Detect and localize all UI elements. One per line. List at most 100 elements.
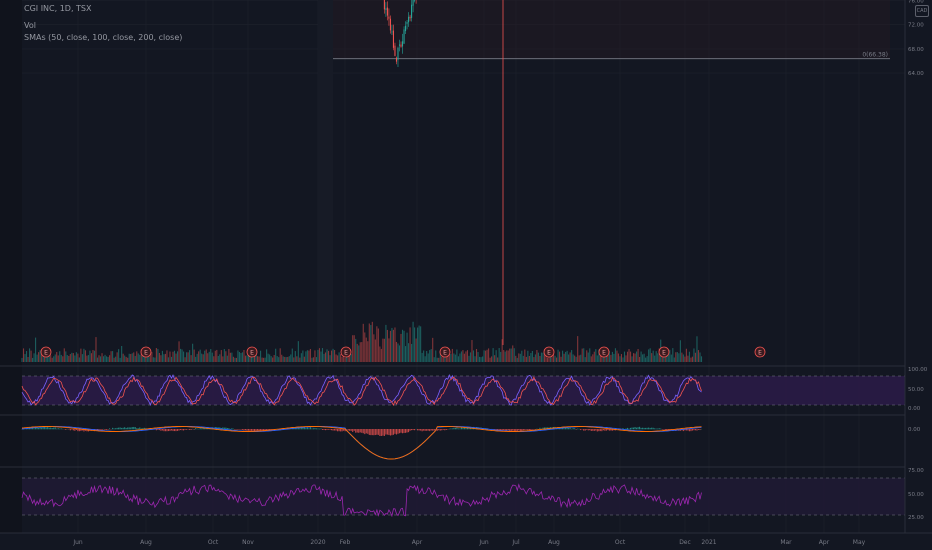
candle-body [411,4,413,18]
volume-bar [614,348,616,362]
volume-bar [231,352,233,362]
volume-bar [642,354,644,362]
volume-bar [385,324,387,362]
volume-bar [294,351,296,362]
macd-histogram-bar [457,428,459,430]
macd-histogram-bar [610,429,612,431]
macd-histogram-bar [500,429,502,431]
macd-histogram-bar [456,427,458,430]
volume-bar [329,355,331,362]
volume-bar [598,349,600,362]
macd-histogram-bar [45,427,47,430]
time-axis-bg [0,533,932,550]
macd-histogram-bar [371,429,373,436]
macd-histogram-bar [365,429,367,434]
volume-bar [595,349,597,362]
macd-histogram-bar [241,429,244,430]
macd-histogram-bar [112,427,114,430]
volume-bar [569,352,571,362]
currency-button[interactable]: CAD [915,5,929,17]
volume-bar [183,351,185,362]
volume-bar [524,349,526,362]
volume-bar [86,355,88,362]
macd-histogram-bar [645,427,647,430]
volume-bar [161,350,163,362]
macd-histogram-bar [587,429,589,431]
macd-histogram-bar [115,428,117,430]
volume-bar [327,350,330,362]
macd-histogram-bar [349,429,351,431]
volume-bar [306,350,308,362]
volume-bar [409,327,411,362]
volume-bar [113,357,115,362]
macd-histogram-bar [109,428,111,430]
macd-histogram-bar [255,429,257,432]
volume-bar [435,350,437,362]
volume-bar [639,356,641,362]
rsi-tick: 50.00 [908,492,924,498]
volume-bar [448,349,450,362]
macd-histogram-bar [166,429,168,432]
macd-histogram-bar [515,429,517,432]
macd-histogram-bar [395,429,398,435]
volume-bar [512,345,514,362]
volume-bar [78,357,80,362]
macd-histogram-bar [121,427,123,430]
macd-histogram-bar [628,428,630,430]
macd-histogram-bar [193,429,195,430]
volume-bar [522,355,524,362]
volume-bar [109,355,111,362]
volume-bar [415,338,417,362]
macd-histogram-bar [429,429,431,432]
volume-bar [628,349,630,362]
macd-histogram-bar [601,429,603,432]
volume-bar [604,355,606,362]
macd-histogram-bar [666,429,668,431]
volume-bar [361,342,363,362]
macd-histogram-bar [261,429,263,431]
macd-histogram-bar [453,427,455,430]
volume-bar [77,353,79,362]
volume-bar [169,351,171,362]
volume-bar [267,353,269,362]
candle-body [397,47,399,60]
macd-histogram-bar [436,429,438,431]
macd-histogram-bar [667,429,669,431]
volume-bar [527,350,529,362]
macd-histogram-bar [542,427,544,430]
candle-body [395,57,398,62]
volume-bar [178,341,180,362]
macd-histogram-bar [186,429,188,430]
volume-bar [607,354,609,362]
volume-bar [71,352,73,362]
macd-histogram-bar [580,429,582,431]
macd-histogram-bar [386,429,388,435]
macd-histogram-bar [155,429,157,431]
macd-histogram-bar [225,427,227,430]
price-axis-bg [905,0,932,550]
volume-bar [412,321,414,362]
volume-bar [543,349,546,362]
volume-bar [418,325,420,362]
macd-histogram-bar [362,429,364,434]
volume-bar [190,355,192,362]
volume-bar [186,352,188,362]
macd-histogram-bar [36,427,38,430]
macd-histogram-bar [593,429,595,431]
volume-bar [427,353,429,362]
macd-histogram-bar [202,427,204,430]
macd-histogram-bar [661,429,663,430]
macd-histogram-bar [651,427,653,430]
macd-histogram-bar [164,429,166,432]
time-tick: Apr [819,539,830,546]
macd-histogram-bar [163,429,165,432]
volume-bar [25,351,28,362]
macd-histogram-bar [451,428,453,430]
macd-tick: 0.00 [908,427,921,433]
volume-bar [657,353,659,362]
volume-bar [68,355,70,362]
macd-histogram-bar [311,428,313,430]
volume-bar [175,353,177,362]
macd-histogram-bar [35,427,37,430]
macd-histogram-bar [352,429,354,432]
